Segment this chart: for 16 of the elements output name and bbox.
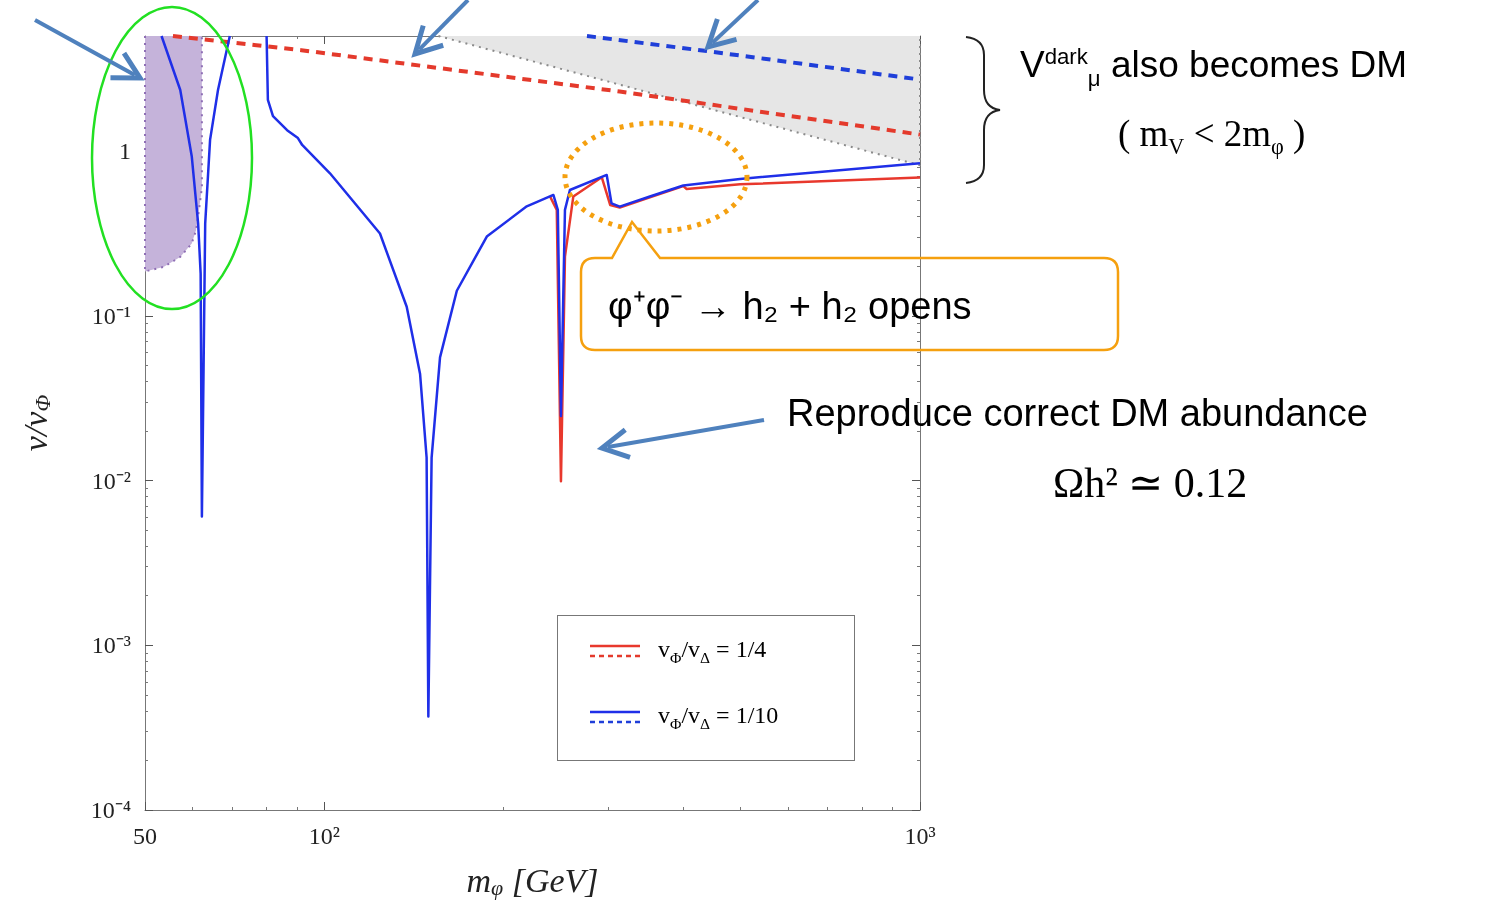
y-tick-label: 10⁻³ [91, 632, 131, 659]
x-tick-label: 50 [133, 823, 157, 849]
text: V$^{dark}$$_{μ}$ also becomes DM [1020, 44, 1408, 92]
legend-label: v$_{Φ}$/v$_{Δ}$ = 1/4 [658, 636, 767, 667]
x-tick-label: 10² [308, 823, 340, 849]
y-tick-label: 1 [119, 138, 131, 165]
annotation: Reproduce correct DM abundance [787, 392, 1368, 435]
y-tick-label: 10⁻⁴ [90, 797, 131, 823]
y-tick-label: 10⁻¹ [91, 302, 131, 329]
y-axis-title: v/vΦ [16, 394, 55, 452]
annotation: φ⁺φ⁻ → h₂ + h₂ opens [608, 284, 972, 329]
x-tick-label: 10³ [904, 823, 936, 849]
text: ( m$_{V}$ < 2m$_{φ}$ ) [1118, 112, 1306, 161]
y-tick-label: 10⁻² [91, 467, 131, 494]
legend-label: v$_{Φ}$/v$_{Δ}$ = 1/10 [658, 702, 779, 733]
text: Ωh² ≃ 0.12 [1053, 459, 1248, 507]
